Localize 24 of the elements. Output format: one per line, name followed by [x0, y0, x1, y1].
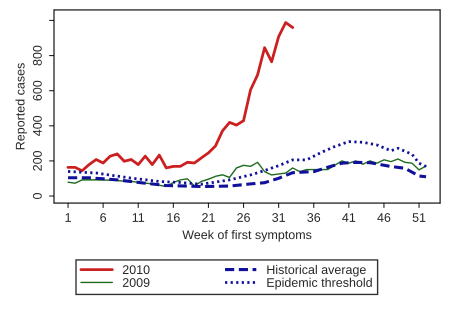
legend-label: 2010	[122, 265, 150, 274]
y-tick-label: 200	[32, 150, 42, 171]
x-tick-label: 51	[412, 213, 426, 222]
x-tick-label: 36	[307, 213, 320, 222]
legend-label: 2009	[122, 278, 150, 287]
line-series	[66, 140, 428, 186]
y-tick-label: 800	[32, 46, 42, 66]
y-tick-label: 0	[32, 193, 42, 200]
x-tick-label: 41	[342, 213, 356, 222]
y-tick-label: 600	[32, 80, 42, 100]
x-tick-label: 6	[100, 213, 106, 222]
line-series	[66, 21, 294, 172]
x-tick-label: 16	[167, 213, 180, 222]
x-tick-label: 1	[66, 213, 71, 222]
y-axis-title: Reported cases	[15, 63, 28, 150]
x-tick-label: 26	[237, 213, 250, 222]
x-tick-label: 11	[132, 213, 144, 222]
x-tick-label: 46	[377, 213, 390, 222]
legend-label: Historical average	[267, 264, 366, 277]
y-tick-label: 400	[32, 116, 42, 136]
x-axis-title: Week of first symptoms	[182, 230, 312, 242]
legend-label: Epidemic threshold	[267, 278, 372, 290]
x-tick-label: 21	[202, 213, 215, 222]
x-tick-label: 31	[272, 213, 285, 222]
